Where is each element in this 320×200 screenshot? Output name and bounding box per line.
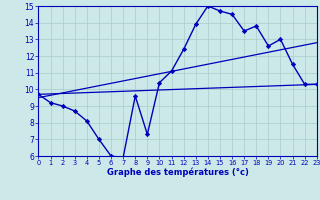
X-axis label: Graphe des températures (°c): Graphe des températures (°c) (107, 168, 249, 177)
